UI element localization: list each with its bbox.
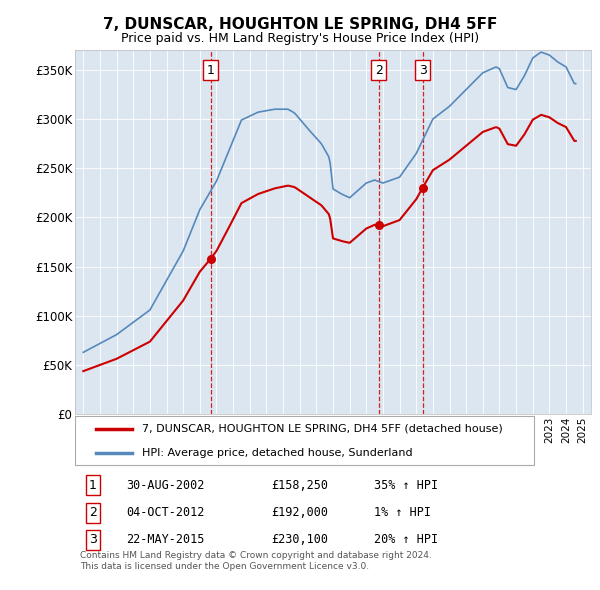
Text: £158,250: £158,250 (271, 478, 328, 491)
Text: 04-OCT-2012: 04-OCT-2012 (127, 506, 205, 519)
Text: 7, DUNSCAR, HOUGHTON LE SPRING, DH4 5FF: 7, DUNSCAR, HOUGHTON LE SPRING, DH4 5FF (103, 17, 497, 32)
Text: 1% ↑ HPI: 1% ↑ HPI (374, 506, 431, 519)
Text: HPI: Average price, detached house, Sunderland: HPI: Average price, detached house, Sund… (142, 448, 413, 458)
Text: 1: 1 (207, 64, 215, 77)
Text: 3: 3 (89, 533, 97, 546)
Text: 2: 2 (89, 506, 97, 519)
Text: Contains HM Land Registry data © Crown copyright and database right 2024.
This d: Contains HM Land Registry data © Crown c… (80, 551, 432, 571)
Text: £192,000: £192,000 (271, 506, 328, 519)
Text: 20% ↑ HPI: 20% ↑ HPI (374, 533, 439, 546)
Text: 35% ↑ HPI: 35% ↑ HPI (374, 478, 439, 491)
Text: 2: 2 (375, 64, 383, 77)
Text: 7, DUNSCAR, HOUGHTON LE SPRING, DH4 5FF (detached house): 7, DUNSCAR, HOUGHTON LE SPRING, DH4 5FF … (142, 424, 503, 434)
Text: Price paid vs. HM Land Registry's House Price Index (HPI): Price paid vs. HM Land Registry's House … (121, 32, 479, 45)
Text: 1: 1 (89, 478, 97, 491)
Text: 3: 3 (419, 64, 427, 77)
Text: £230,100: £230,100 (271, 533, 328, 546)
Text: 30-AUG-2002: 30-AUG-2002 (127, 478, 205, 491)
Text: 22-MAY-2015: 22-MAY-2015 (127, 533, 205, 546)
FancyBboxPatch shape (75, 416, 534, 466)
